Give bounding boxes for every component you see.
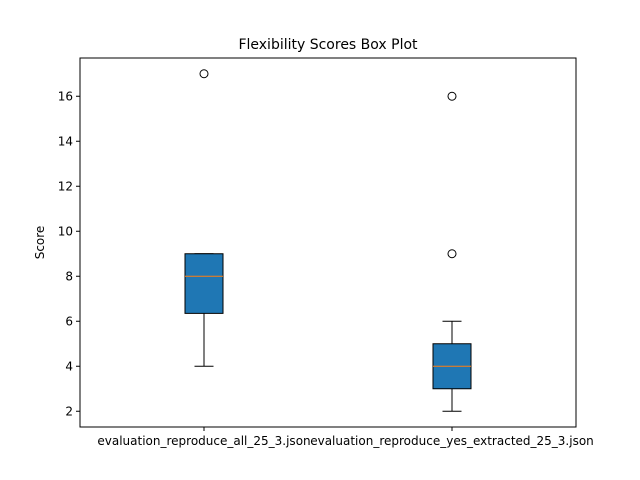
box-group bbox=[184, 69, 224, 367]
y-tick-label: 16 bbox=[58, 89, 73, 103]
y-axis: 2 4 6 8 10 12 14 16 bbox=[58, 89, 80, 418]
chart-title: Flexibility Scores Box Plot bbox=[238, 37, 418, 53]
y-tick-label: 6 bbox=[65, 314, 73, 328]
y-tick-label: 2 bbox=[65, 404, 73, 418]
outlier-point bbox=[199, 69, 209, 79]
outlier-point bbox=[447, 91, 457, 101]
x-axis: evaluation_reproduce_all_25_3.json evalua… bbox=[97, 427, 594, 448]
axes-frame bbox=[79, 57, 577, 428]
outlier-point bbox=[447, 249, 457, 259]
box-group bbox=[432, 91, 472, 412]
x-tick-label: evaluation_reproduce_all_25_3.json bbox=[97, 434, 310, 448]
box-iqr bbox=[184, 253, 224, 314]
x-tick-label: evaluation_reproduce_yes_extracted_25_3.… bbox=[310, 434, 594, 448]
y-tick-label: 14 bbox=[58, 134, 73, 148]
y-axis-label: Score bbox=[33, 226, 47, 260]
y-tick-label: 12 bbox=[58, 179, 73, 193]
y-tick-label: 10 bbox=[58, 224, 73, 238]
plot-layer bbox=[184, 69, 472, 412]
y-tick-label: 8 bbox=[65, 269, 73, 283]
y-tick-label: 4 bbox=[65, 359, 73, 373]
